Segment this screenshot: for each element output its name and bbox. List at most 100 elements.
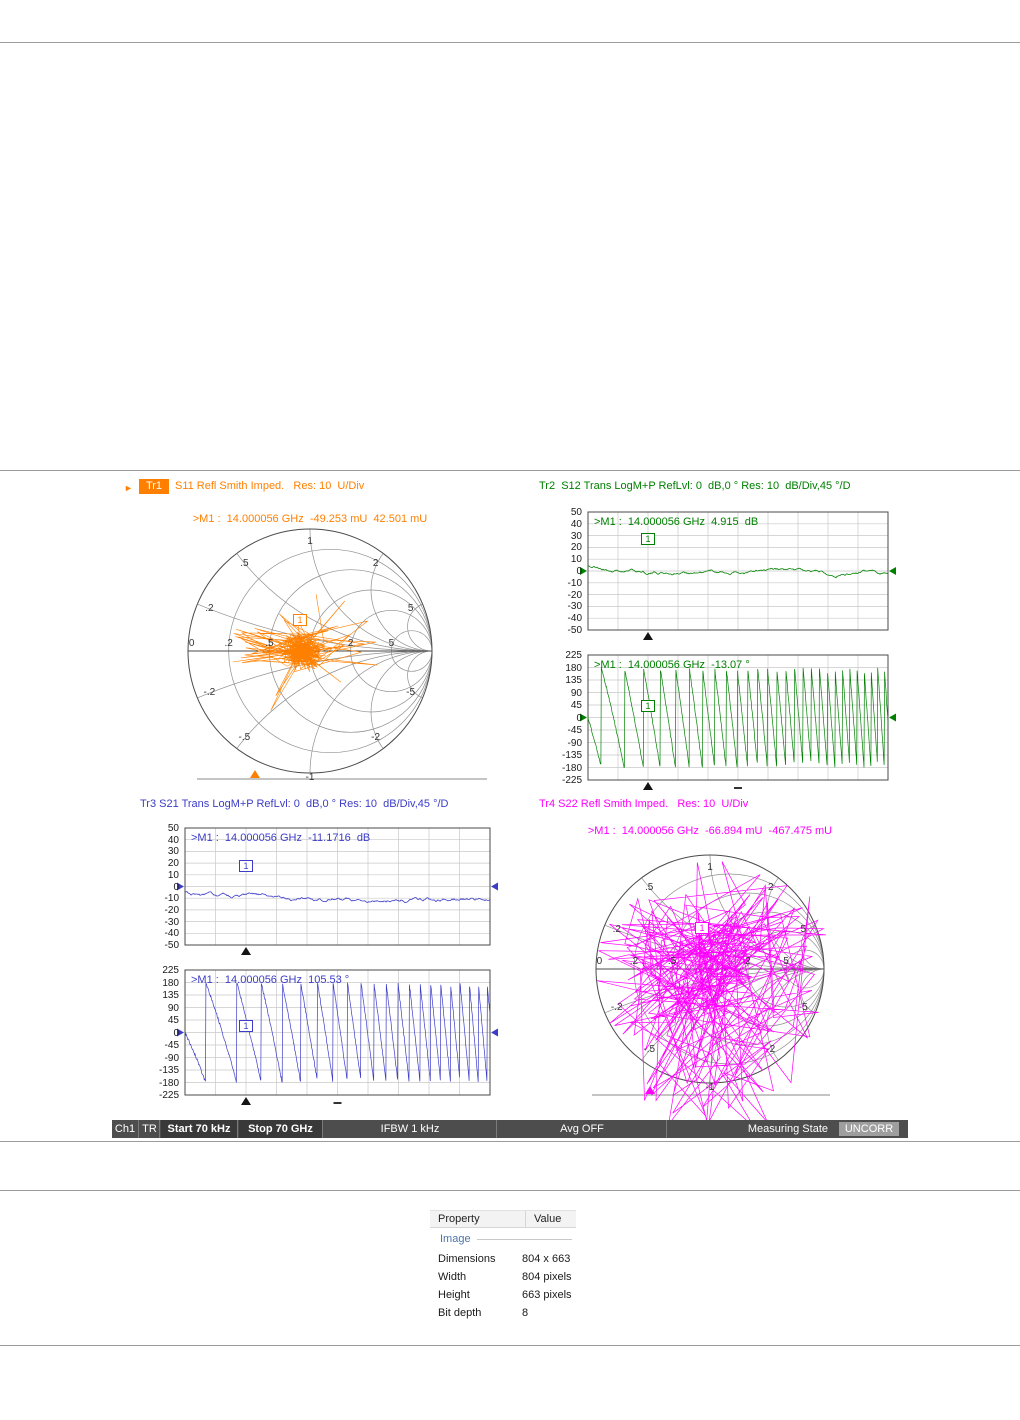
tr1-marker-readout: >M1 : 14.000056 GHz -49.253 mU 42.501 mU	[192, 513, 428, 525]
y-tick-label: -10	[164, 893, 179, 905]
y-tick-label: 10	[167, 869, 179, 881]
y-tick-label: -40	[567, 613, 582, 625]
y-tick-label: -10	[567, 577, 582, 589]
y-tick-label: 135	[162, 990, 179, 1001]
property-name: Height	[438, 1289, 470, 1301]
smith-reactance-label: 2	[372, 557, 379, 569]
smith-reactance-label: 5	[800, 924, 807, 936]
y-tick-label: 180	[565, 662, 582, 674]
smith-resistance-label: 2	[347, 638, 354, 649]
y-tick-label: 225	[565, 650, 582, 661]
smith-resistance-label: 0	[188, 638, 195, 649]
marker-1-box: 1	[239, 860, 253, 872]
smith-resistance-label: .5	[667, 956, 677, 967]
smith-resistance-label: 5	[783, 956, 789, 967]
y-tick-label: 50	[167, 823, 179, 834]
tr3-title[interactable]: Tr3 S21 Trans LogM+P RefLvl: 0 dB,0 ° Re…	[140, 798, 449, 810]
y-tick-label: 180	[162, 977, 179, 989]
y-tick-label: 40	[570, 518, 582, 530]
props-header-value[interactable]: Value	[534, 1213, 562, 1225]
y-tick-label: 225	[162, 965, 179, 976]
smith-reactance-label: 5	[407, 603, 414, 615]
smith-reactance-label: .2	[612, 924, 621, 936]
y-tick-label: -225	[158, 1090, 179, 1101]
y-tick-label: 0	[173, 1027, 179, 1039]
y-tick-label: -180	[561, 762, 582, 774]
property-value: 663 pixels	[522, 1289, 572, 1301]
tr2-title[interactable]: Tr2 S12 Trans LogM+P RefLvl: 0 dB,0 ° Re…	[539, 480, 851, 492]
active-trace-arrow-icon: ►	[124, 483, 133, 493]
y-tick-label: -135	[158, 1065, 179, 1076]
status-ifbw[interactable]: IFBW 1 kHz	[324, 1120, 497, 1138]
y-tick-label: 90	[570, 687, 582, 699]
marker-1-box: 1	[239, 1020, 253, 1032]
smith-reactance-label: 2	[768, 882, 774, 894]
y-tick-label: -20	[164, 904, 179, 916]
status-bar: Ch1 TR Start 70 kHz Stop 70 GHz IFBW 1 k…	[112, 1120, 908, 1138]
y-tick-label: -30	[164, 916, 179, 928]
props-group-row: Image	[430, 1228, 576, 1250]
smith-reactance-label: -.5	[238, 732, 251, 744]
smith-reactance-label: -5	[406, 686, 416, 698]
y-tick-label: -50	[164, 940, 179, 951]
tr4-title[interactable]: Tr4 S22 Refl Smith Imped. Res: 10 U/Div	[539, 798, 749, 810]
smith-resistance-label: 2	[745, 956, 751, 967]
y-tick-label: 0	[576, 566, 582, 577]
smith-resistance-label: 5	[388, 638, 395, 649]
property-name: Dimensions	[438, 1253, 496, 1265]
props-rows: Dimensions 804 x 663 Width 804 pixels Height…	[430, 1250, 576, 1322]
smith-resistance-label: .2	[629, 956, 639, 967]
status-channel[interactable]: Ch1	[112, 1120, 139, 1138]
tr3-mag-marker-readout: >M1 : 14.000056 GHz -11.1716 dB	[191, 832, 371, 844]
vna-screenshot: ► Tr1 S11 Refl Smith Imped. Res: 10 U/Di…	[112, 475, 908, 1138]
status-averaging[interactable]: Avg OFF	[498, 1120, 667, 1138]
status-start-frequency[interactable]: Start 70 kHz	[161, 1120, 238, 1138]
smith-reactance-label: -5	[798, 1001, 808, 1013]
property-value: 804 x 663	[522, 1253, 571, 1265]
y-tick-label: -45	[164, 1040, 179, 1051]
property-name: Width	[438, 1271, 467, 1283]
props-group-image-label: Image	[440, 1233, 471, 1245]
status-stop-frequency[interactable]: Stop 70 GHz	[239, 1120, 323, 1138]
property-value: 804 pixels	[522, 1271, 572, 1283]
horizontal-rule	[0, 1345, 1020, 1346]
image-properties-panel: Property Value Image Dimensions 804 x 663…	[430, 1210, 576, 1322]
y-tick-label: -30	[567, 601, 582, 613]
tr1-title[interactable]: S11 Refl Smith Imped. Res: 10 U/Div	[175, 480, 365, 492]
status-correction-badge[interactable]: UNCORR	[839, 1122, 899, 1136]
property-row: Height 663 pixels	[430, 1286, 576, 1304]
y-tick-label: 135	[565, 675, 582, 686]
trace-tab-tr1[interactable]: Tr1	[139, 479, 169, 494]
y-tick-label: -90	[567, 737, 582, 749]
y-tick-label: 90	[167, 1002, 179, 1014]
y-tick-label: 20	[570, 542, 582, 554]
y-tick-label: 20	[167, 858, 179, 870]
smith-reactance-label: 1	[707, 862, 713, 873]
smith-reactance-label: 1	[307, 536, 313, 547]
y-tick-label: -90	[164, 1052, 179, 1064]
y-tick-label: 0	[173, 881, 179, 893]
smith-reactance-label: -1	[705, 1082, 715, 1093]
y-tick-label: -40	[164, 928, 179, 940]
y-tick-label: 50	[570, 507, 582, 518]
marker-1-box: 1	[641, 533, 655, 545]
marker-1-box: 1	[293, 614, 307, 626]
y-tick-label: 0	[576, 712, 582, 724]
horizontal-rule	[0, 42, 1020, 43]
status-mode[interactable]: TR	[140, 1120, 160, 1138]
vna-graphics	[177, 511, 896, 1128]
property-row: Bit depth 8	[430, 1304, 576, 1322]
smith-resistance-label: 0	[596, 956, 603, 967]
horizontal-rule	[0, 1190, 1020, 1191]
tr2-mag-marker-readout: >M1 : 14.000056 GHz 4.915 dB	[594, 516, 759, 528]
tr4-marker-readout: >M1 : 14.000056 GHz -66.894 mU -467.475 …	[587, 825, 833, 837]
smith-reactance-label: -.5	[643, 1043, 656, 1055]
tr2-phase-marker-readout: >M1 : 14.000056 GHz -13.07 °	[594, 659, 750, 671]
smith-reactance-label: .5	[645, 882, 654, 894]
property-value: 8	[522, 1307, 529, 1319]
y-tick-label: -50	[567, 625, 582, 636]
props-header-property[interactable]: Property	[430, 1211, 526, 1227]
y-tick-label: 45	[570, 700, 582, 711]
smith-reactance-label: -.2	[610, 1001, 623, 1013]
